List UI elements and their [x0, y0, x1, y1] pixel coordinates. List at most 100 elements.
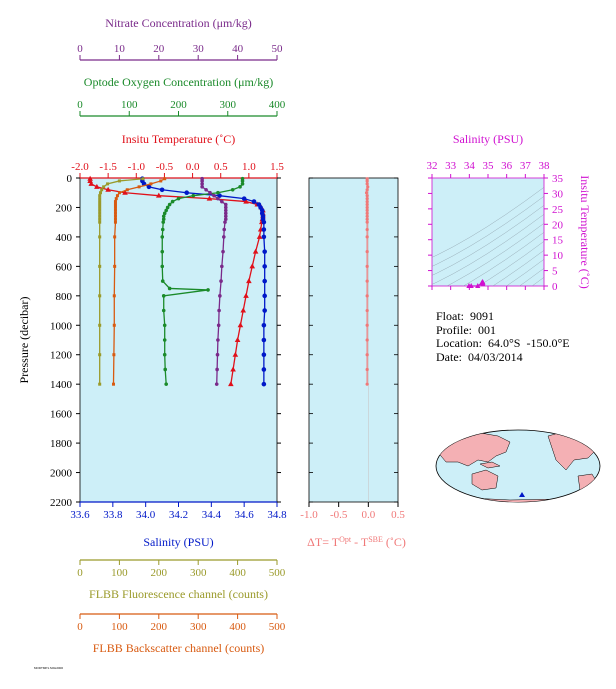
nitrate-point: [223, 208, 228, 213]
pressure-tick-label: 1400: [50, 379, 73, 391]
ts-temperature-tick-label: 20: [552, 219, 564, 231]
nitrate-point: [220, 264, 224, 269]
backscatter-point: [125, 188, 129, 192]
nitrate-tick-label: 0: [77, 43, 83, 55]
oxygen-tick-label: 400: [269, 99, 286, 111]
nitrate-point: [216, 196, 220, 201]
temperature-point: [249, 263, 256, 269]
delta-t-point: [365, 294, 369, 298]
oxygen-point: [160, 249, 165, 254]
salinity-point: [261, 367, 267, 372]
ts-temperature-tick-label: 30: [552, 188, 564, 200]
ts-temperature-tick-label: 15: [552, 235, 564, 247]
fluorescence-point: [141, 177, 145, 181]
fluorescence-point: [98, 205, 102, 209]
ts-density-contour: [422, 352, 564, 442]
fluorescence-point: [100, 188, 104, 192]
oxygen-point: [163, 367, 168, 372]
fluorescence-point: [98, 323, 102, 327]
delta-t-point: [365, 367, 369, 372]
fluorescence-tick-label: 500: [269, 567, 286, 579]
temperature-point: [206, 195, 213, 201]
ts-density-contour: [463, 232, 544, 286]
oxygen-point: [238, 185, 242, 189]
pressure-tick-label: 800: [56, 291, 73, 303]
delta-t-point: [365, 177, 369, 181]
salinity-point: [184, 190, 190, 196]
pressure-tick-label: 200: [56, 202, 73, 214]
delta-t-point: [365, 308, 369, 313]
ts-salinity-tick-label: 33: [445, 160, 457, 172]
nitrate-point: [217, 308, 221, 313]
oxygen-point: [160, 264, 165, 269]
nitrate-tick-label: 10: [114, 43, 126, 55]
delta-t-point: [365, 197, 369, 201]
oxygen-point: [216, 190, 220, 195]
fluorescence-point: [106, 182, 110, 186]
backscatter-tick-label: 200: [151, 621, 168, 633]
nitrate-point: [221, 249, 225, 254]
delta-t-tick-label: 0.0: [361, 509, 375, 521]
temperature-point: [94, 183, 100, 189]
delta-t-point: [365, 353, 369, 357]
temperature-tick-label: -1.0: [128, 161, 146, 173]
backscatter-point: [113, 214, 117, 218]
ts-point: [475, 283, 481, 288]
nitrate-point: [218, 294, 222, 298]
oxygen-point: [240, 182, 245, 186]
pressure-tick-label: 1200: [50, 350, 73, 362]
salinity-point: [261, 219, 267, 225]
fluorescence-point: [98, 294, 102, 298]
oxygen-point: [167, 202, 172, 207]
oxygen-point: [161, 214, 166, 219]
temperature-point: [243, 198, 249, 204]
map-australia: [471, 469, 499, 491]
salinity-tick-label: 34.4: [202, 509, 222, 521]
float-info: Float: 9091 Profile: 001 Location: 64.0°…: [436, 309, 570, 364]
oxygen-point: [162, 323, 167, 328]
ts-salinity-axis-title: Salinity (PSU): [453, 132, 523, 146]
salinity-point: [261, 352, 267, 358]
salinity-point: [251, 199, 257, 204]
temperature-tick-label: -1.5: [99, 161, 117, 173]
backscatter-tick-label: 500: [269, 621, 286, 633]
nitrate-point: [222, 235, 226, 239]
delta-t-point: [365, 208, 369, 212]
backscatter-tick-label: 400: [229, 621, 246, 633]
ts-density-contour: [432, 196, 544, 267]
oxygen-point: [230, 187, 235, 192]
nitrate-tick-label: 40: [232, 43, 244, 55]
backscatter-point: [159, 179, 163, 183]
delta-t-point: [365, 250, 369, 254]
salinity-tick-label: 33.6: [70, 509, 90, 521]
salinity-point: [217, 193, 222, 198]
oxygen-tick-label: 300: [220, 99, 237, 111]
nitrate-point: [216, 323, 221, 328]
nitrate-point: [215, 352, 220, 357]
nitrate-point: [212, 193, 216, 198]
fluorescence-point: [98, 235, 102, 239]
temperature-point: [252, 248, 259, 254]
salinity-axis-title: Salinity (PSU): [143, 535, 213, 549]
temperature-point: [228, 381, 234, 387]
temperature-tick-label: -2.0: [71, 161, 89, 173]
backscatter-point: [113, 211, 117, 215]
salinity-tick-label: 34.8: [267, 509, 287, 521]
pressure-tick-label: 1600: [50, 409, 73, 421]
backscatter-point: [113, 205, 117, 209]
nitrate-point: [204, 187, 208, 192]
temperature-tick-label: 1.0: [242, 161, 256, 173]
ts-temperature-tick-label: 35: [552, 173, 564, 185]
oxygen-tick-label: 0: [77, 99, 83, 111]
location-line: Location: 64.0°S -150.0°E: [436, 336, 570, 350]
backscatter-point: [117, 191, 121, 195]
pressure-tick-label: 0: [67, 173, 73, 185]
delta-t-point: [365, 211, 369, 215]
delta-t-point: [365, 199, 369, 204]
delta-t-point: [365, 382, 369, 386]
oxygen-point: [161, 220, 166, 224]
ts-density-contour: [432, 187, 544, 258]
ts-temperature-axis-title: Insitu Temperature (˚C): [578, 175, 592, 289]
salinity-point: [241, 196, 247, 201]
nitrate-tick-label: 30: [193, 43, 205, 55]
